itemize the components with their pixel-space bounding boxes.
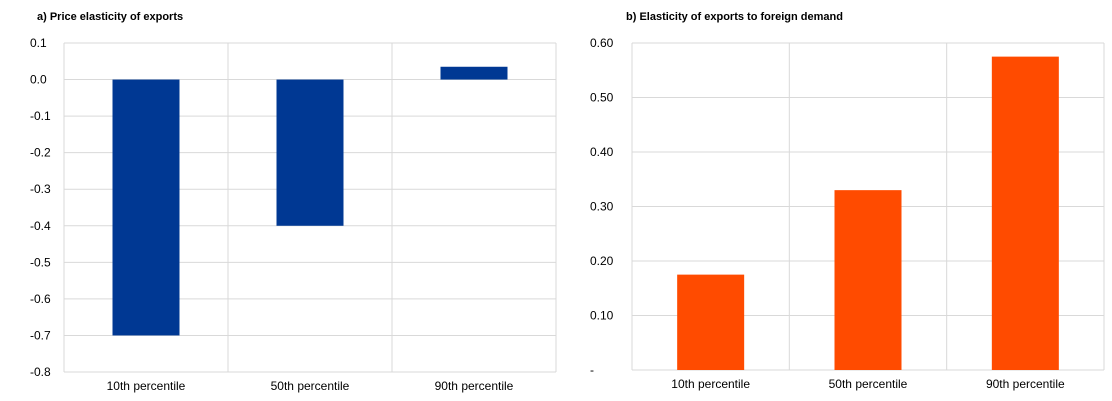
y-tick-label: 0.30 bbox=[590, 200, 614, 214]
x-tick-label: 50th percentile bbox=[829, 377, 908, 391]
y-tick-label: 0.40 bbox=[590, 145, 614, 159]
bar bbox=[677, 274, 745, 370]
y-tick-label: -0.6 bbox=[30, 292, 51, 306]
bar bbox=[112, 79, 180, 336]
y-tick-label: 0.1 bbox=[30, 36, 47, 50]
y-tick-label: -0.3 bbox=[30, 182, 51, 196]
bar-chart-foreign-demand: 0.60 0.50 0.40 0.30 0.20 0.10 - 10th percentile… bbox=[590, 36, 1105, 391]
x-tick-label: 90th percentile bbox=[435, 379, 514, 393]
y-tick-label: -0.8 bbox=[30, 365, 51, 379]
bar bbox=[834, 190, 902, 370]
y-tick-label: 0.10 bbox=[590, 309, 614, 323]
y-tick-label: -0.4 bbox=[30, 219, 51, 233]
y-tick-label: -0.5 bbox=[30, 255, 51, 269]
x-tick-label: 10th percentile bbox=[107, 379, 186, 393]
x-tick-label: 50th percentile bbox=[271, 379, 350, 393]
bar-chart-price-elasticity: 0.1 0.0 -0.1 -0.2 -0.3 -0.4 -0.5 -0.6 -0.7 -0.8 10… bbox=[30, 36, 557, 393]
chart-panel-foreign-demand: b) Elasticity of exports to foreign dema… bbox=[556, 0, 1112, 401]
y-tick-label: -0.2 bbox=[30, 146, 51, 160]
y-tick-label: - bbox=[590, 363, 594, 377]
x-tick-label: 10th percentile bbox=[671, 377, 750, 391]
x-tick-label: 90th percentile bbox=[986, 377, 1065, 391]
bar bbox=[276, 79, 344, 226]
chart-panel-price-elasticity: a) Price elasticity of exports 0.1 0.0 -0.… bbox=[30, 11, 557, 393]
bar bbox=[440, 66, 508, 80]
y-tick-label: 0.60 bbox=[590, 36, 614, 50]
chart-title: b) Elasticity of exports to foreign dema… bbox=[626, 11, 843, 23]
y-tick-label: 0.20 bbox=[590, 254, 614, 268]
y-tick-label: 0.50 bbox=[590, 91, 614, 105]
chart-title: a) Price elasticity of exports bbox=[37, 11, 184, 23]
y-tick-label: 0.0 bbox=[30, 73, 47, 87]
bar bbox=[991, 56, 1059, 370]
y-tick-label: -0.1 bbox=[30, 109, 51, 123]
y-tick-label: -0.7 bbox=[30, 328, 51, 342]
